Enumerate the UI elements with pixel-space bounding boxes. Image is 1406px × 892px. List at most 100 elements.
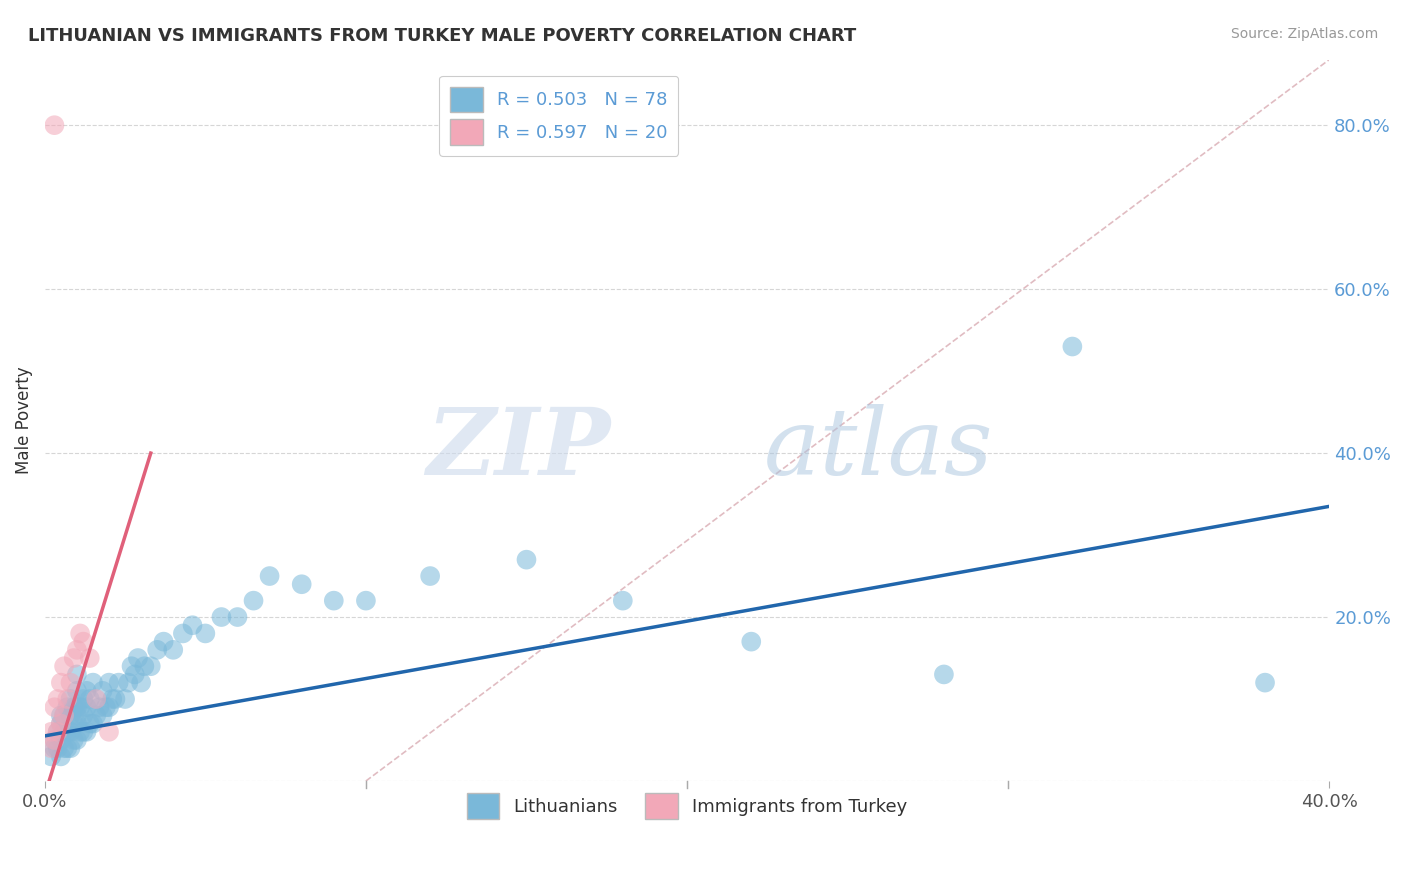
Point <box>46 741 69 756</box>
Point <box>89 700 111 714</box>
Point <box>107 675 129 690</box>
Point <box>59 692 82 706</box>
Point <box>76 700 98 714</box>
Point <box>39 749 62 764</box>
Point <box>49 733 72 747</box>
Point <box>242 593 264 607</box>
Point <box>44 733 66 747</box>
Point <box>56 700 79 714</box>
Point <box>72 634 94 648</box>
Text: Source: ZipAtlas.com: Source: ZipAtlas.com <box>1230 27 1378 41</box>
Point <box>39 741 62 756</box>
Point <box>209 610 232 624</box>
Point <box>46 724 69 739</box>
Point <box>322 593 344 607</box>
Point <box>82 716 104 731</box>
Point <box>59 724 82 739</box>
Point <box>91 683 114 698</box>
Point <box>117 675 139 690</box>
Point <box>44 741 66 756</box>
Point <box>181 618 204 632</box>
Point <box>79 716 101 731</box>
Point <box>66 733 89 747</box>
Point <box>62 733 84 747</box>
Point <box>98 724 121 739</box>
Point <box>94 700 117 714</box>
Point <box>53 708 76 723</box>
Point <box>515 552 537 566</box>
Point <box>146 643 169 657</box>
Point <box>39 724 62 739</box>
Point <box>612 593 634 607</box>
Point <box>69 626 91 640</box>
Point <box>49 749 72 764</box>
Point <box>59 708 82 723</box>
Point <box>44 733 66 747</box>
Point <box>84 692 107 706</box>
Point <box>66 708 89 723</box>
Point <box>76 724 98 739</box>
Text: ZIP: ZIP <box>426 404 610 494</box>
Point <box>82 675 104 690</box>
Point <box>124 667 146 681</box>
Point <box>354 593 377 607</box>
Point <box>49 708 72 723</box>
Point <box>49 675 72 690</box>
Point <box>56 724 79 739</box>
Text: atlas: atlas <box>763 404 994 494</box>
Point <box>1062 339 1084 353</box>
Point <box>44 700 66 714</box>
Point <box>134 659 156 673</box>
Point <box>62 700 84 714</box>
Point <box>121 659 143 673</box>
Text: LITHUANIAN VS IMMIGRANTS FROM TURKEY MALE POVERTY CORRELATION CHART: LITHUANIAN VS IMMIGRANTS FROM TURKEY MAL… <box>28 27 856 45</box>
Point <box>62 651 84 665</box>
Point <box>66 683 89 698</box>
Legend: Lithuanians, Immigrants from Turkey: Lithuanians, Immigrants from Turkey <box>460 786 914 826</box>
Point <box>98 675 121 690</box>
Point <box>152 634 174 648</box>
Point <box>46 692 69 706</box>
Point <box>66 643 89 657</box>
Point <box>66 700 89 714</box>
Point <box>162 643 184 657</box>
Point <box>53 741 76 756</box>
Point <box>172 626 194 640</box>
Point <box>53 659 76 673</box>
Point <box>46 724 69 739</box>
Point <box>44 118 66 132</box>
Point <box>53 724 76 739</box>
Point <box>69 724 91 739</box>
Point <box>79 651 101 665</box>
Point <box>291 577 314 591</box>
Point <box>62 716 84 731</box>
Point <box>59 741 82 756</box>
Y-axis label: Male Poverty: Male Poverty <box>15 367 32 475</box>
Point <box>139 659 162 673</box>
Point <box>259 569 281 583</box>
Point <box>740 634 762 648</box>
Point <box>59 675 82 690</box>
Point <box>1254 675 1277 690</box>
Point <box>49 716 72 731</box>
Point <box>69 700 91 714</box>
Point <box>53 708 76 723</box>
Point <box>91 708 114 723</box>
Point <box>66 716 89 731</box>
Point <box>49 716 72 731</box>
Point <box>932 667 955 681</box>
Point <box>72 708 94 723</box>
Point <box>66 667 89 681</box>
Point <box>419 569 441 583</box>
Point <box>72 692 94 706</box>
Point <box>98 700 121 714</box>
Point <box>84 708 107 723</box>
Point <box>76 683 98 698</box>
Point <box>194 626 217 640</box>
Point <box>101 692 124 706</box>
Point <box>72 724 94 739</box>
Point <box>56 692 79 706</box>
Point <box>79 692 101 706</box>
Point <box>226 610 249 624</box>
Point <box>104 692 127 706</box>
